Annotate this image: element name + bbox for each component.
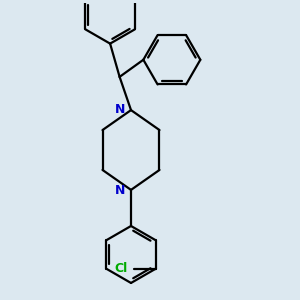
Text: N: N xyxy=(115,184,125,197)
Text: N: N xyxy=(115,103,125,116)
Text: Cl: Cl xyxy=(114,262,127,275)
